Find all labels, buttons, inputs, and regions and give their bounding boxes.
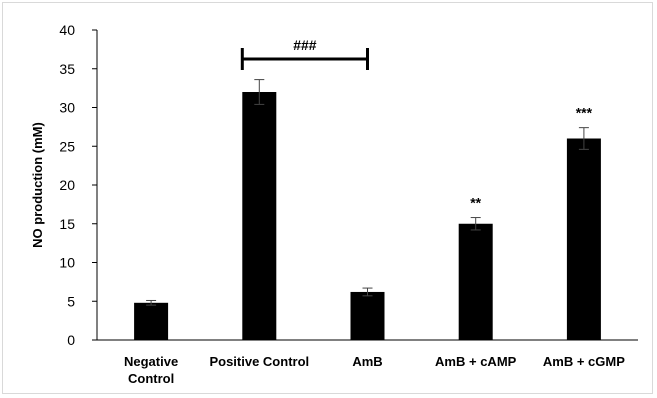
x-tick-label-4: AmB + cGMP (543, 354, 625, 369)
x-tick-label-line: Positive Control (209, 354, 309, 369)
x-tick-label-line: AmB + cGMP (543, 354, 625, 369)
y-tick-label: 0 (67, 332, 75, 348)
bar-4 (566, 138, 601, 340)
y-tick-label: 25 (59, 138, 75, 154)
x-tick-label-line: Control (128, 371, 174, 386)
bars (134, 92, 601, 340)
comparison-bracket: ### (240, 37, 369, 70)
y-tick-label: 35 (59, 61, 75, 77)
y-axis-title: NO production (mM) (30, 122, 45, 248)
chart-frame (2, 2, 653, 394)
y-tick-label: 5 (67, 293, 75, 309)
significance-label-3: ** (470, 195, 481, 211)
x-tick-label-1: Positive Control (209, 354, 309, 369)
x-tick-label-line: AmB + cAMP (435, 354, 517, 369)
error-bars (146, 79, 589, 306)
x-axis-labels: Negative Control Positive Control AmB AmB + … (124, 354, 625, 386)
bar-1 (242, 92, 277, 340)
significance-label-4: *** (576, 105, 593, 121)
y-axis-ticks: 0 5 10 15 20 25 30 35 40 (59, 22, 97, 348)
y-tick-label: 30 (59, 100, 75, 116)
y-tick-label: 10 (59, 255, 75, 271)
x-tick-label-2: AmB (352, 354, 382, 369)
bar-0 (134, 302, 169, 340)
x-tick-label-line: AmB (352, 354, 382, 369)
y-tick-label: 40 (59, 22, 75, 38)
bar-2 (350, 291, 385, 340)
y-tick-label: 20 (59, 177, 75, 193)
x-tick-label-3: AmB + cAMP (435, 354, 517, 369)
bracket-label: ### (293, 37, 317, 53)
x-tick-label-line: Negative (124, 354, 178, 369)
x-tick-label-0: Negative Control (124, 354, 178, 386)
significance-marks: ***** (470, 105, 592, 211)
y-tick-label: 15 (59, 216, 75, 232)
bar-3 (458, 223, 493, 340)
